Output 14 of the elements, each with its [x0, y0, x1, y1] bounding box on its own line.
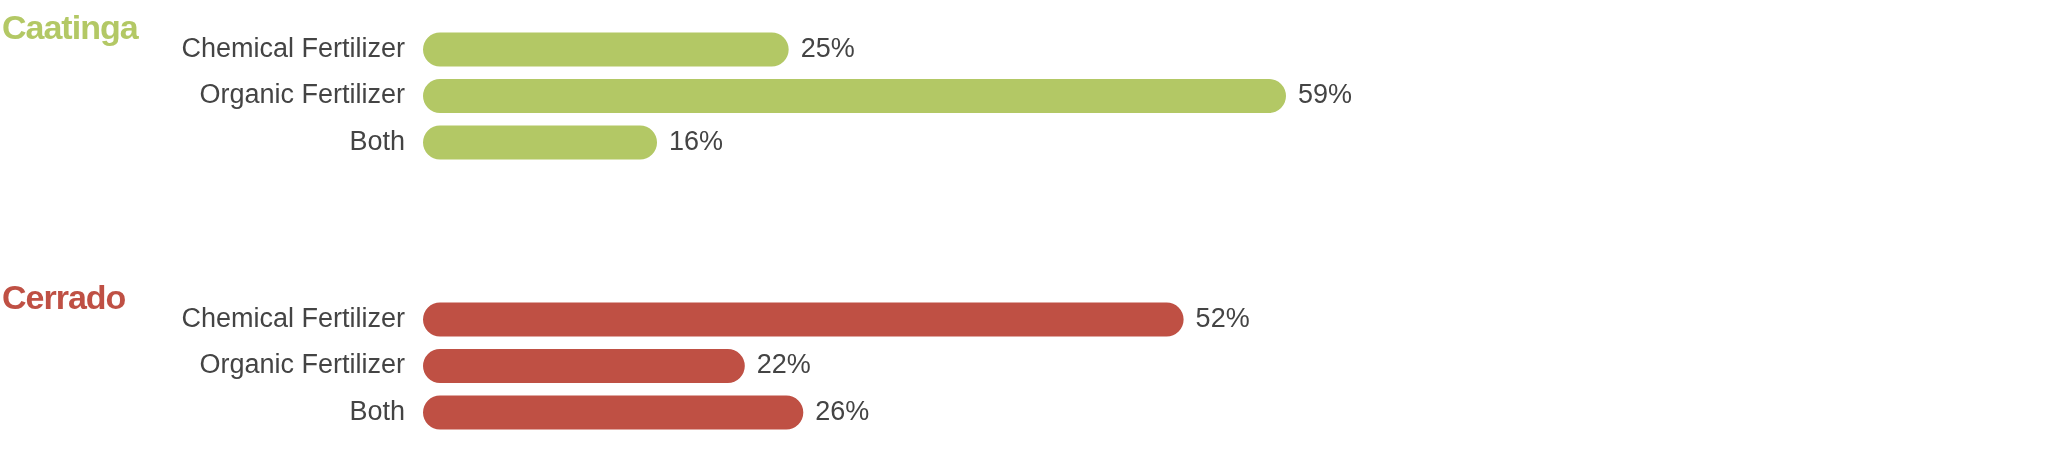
data-label: 16%	[669, 125, 724, 156]
data-label: 59%	[1298, 79, 1353, 110]
y-tick-label: Organic Fertilizer	[199, 349, 406, 380]
data-label: 26%	[815, 395, 870, 426]
text: Cerrado	[2, 278, 126, 317]
y-tick-label: Both	[349, 395, 405, 426]
y-tick-label: Chemical Fertilizer	[181, 302, 405, 333]
y-tick-label: Organic Fertilizer	[199, 79, 406, 110]
text: Caatinga	[2, 8, 138, 47]
data-label: 52%	[1195, 302, 1250, 333]
y-tick-label: Chemical Fertilizer	[181, 32, 405, 63]
data-label: 25%	[800, 32, 855, 63]
data-label: 22%	[756, 349, 811, 380]
y-tick-label: Both	[349, 125, 405, 156]
